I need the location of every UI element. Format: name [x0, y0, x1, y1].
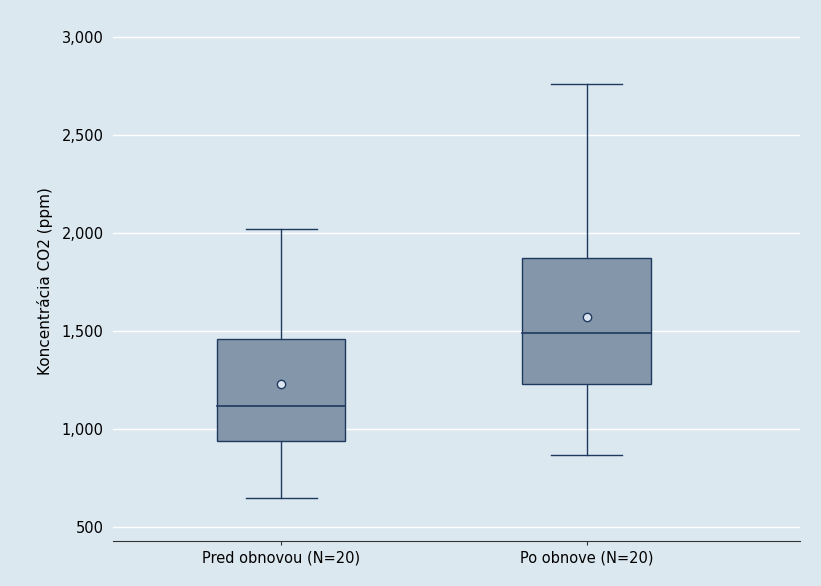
Bar	[522, 258, 650, 384]
Y-axis label: Koncentrácia CO2 (ppm): Koncentrácia CO2 (ppm)	[37, 187, 53, 375]
Bar	[218, 339, 346, 441]
